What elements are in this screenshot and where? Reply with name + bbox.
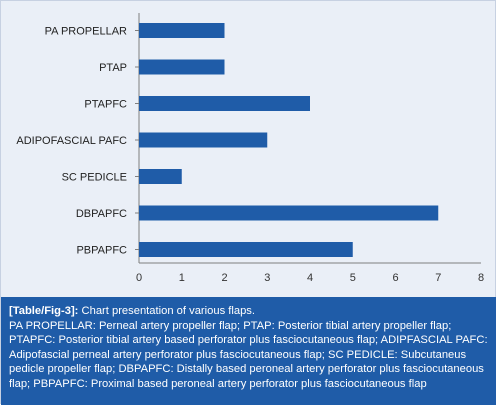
- x-tick-label: 4: [307, 272, 313, 284]
- category-label: PA PROPELLAR: [45, 26, 127, 38]
- x-tick-label: 1: [179, 272, 185, 284]
- x-tick-label: 6: [392, 272, 398, 284]
- x-tick-label: 0: [136, 272, 142, 284]
- x-tick-label: 7: [435, 272, 441, 284]
- bar-chart: PA PROPELLAR PTAP PTAPFC ADIPOFASCIAL PAFC S…: [16, 13, 484, 284]
- category-label: SC PEDICLE: [62, 172, 127, 184]
- category-label: PTAPFC: [84, 99, 127, 111]
- category-label: PBPAPFC: [76, 245, 127, 257]
- category-label: ADIPOFASCIAL PAFC: [16, 135, 127, 147]
- x-tick-label: 5: [350, 272, 356, 284]
- bar: [139, 242, 353, 257]
- bar: [139, 169, 182, 184]
- bar: [139, 205, 439, 221]
- category-label: PTAP: [99, 62, 127, 74]
- bar: [139, 132, 268, 148]
- bar: [139, 59, 225, 75]
- x-tick-label: 2: [221, 272, 227, 284]
- x-tick-label: 3: [264, 272, 270, 284]
- caption-lead: [Table/Fig-3]:: [9, 305, 79, 317]
- caption-title: Chart presentation of various flaps.: [78, 305, 256, 317]
- category-label: DBPAPFC: [76, 208, 127, 220]
- figure-caption: [Table/Fig-3]: Chart presentation of var…: [1, 297, 496, 405]
- bar: [139, 96, 310, 111]
- x-tick-label: 8: [478, 272, 484, 284]
- bar: [139, 23, 225, 38]
- caption-text: PA PROPELLAR: Perneal artery propeller f…: [9, 319, 488, 390]
